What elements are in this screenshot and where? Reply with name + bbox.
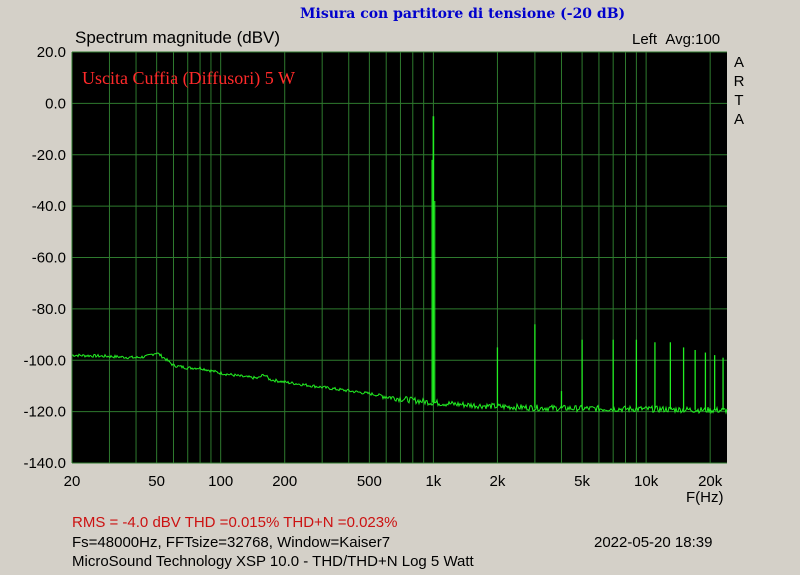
averaging-label: Avg:100 xyxy=(665,31,721,48)
x-tick-label: 20k xyxy=(698,473,723,490)
x-tick-label: 1k xyxy=(425,473,441,490)
device-description: MicroSound Technology XSP 10.0 - THD/THD… xyxy=(72,553,474,570)
arta-letter: A xyxy=(733,54,744,71)
y-tick-label: 20.0 xyxy=(37,44,66,61)
y-tick-label: -60.0 xyxy=(32,250,66,267)
x-tick-label: 10k xyxy=(634,473,659,490)
x-tick-label: 20 xyxy=(64,473,81,490)
y-axis-title: Spectrum magnitude (dBV) xyxy=(75,28,281,47)
arta-letter: T xyxy=(734,92,744,109)
measurements-readout: RMS = -4.0 dBV THD =0.015% THD+N =0.023% xyxy=(72,514,398,531)
x-axis-title: F(Hz) xyxy=(686,489,724,506)
y-tick-label: -140.0 xyxy=(23,455,66,472)
y-tick-label: -40.0 xyxy=(32,198,66,215)
arta-letter: A xyxy=(733,111,744,128)
y-tick-label: -120.0 xyxy=(23,404,66,421)
timestamp: 2022-05-20 18:39 xyxy=(594,534,713,551)
x-tick-label: 200 xyxy=(272,473,297,490)
x-tick-label: 500 xyxy=(357,473,382,490)
settings-readout: Fs=48000Hz, FFTsize=32768, Window=Kaiser… xyxy=(72,534,391,551)
y-axis-tick-labels: 20.0 0.0 -20.0 -40.0 -60.0 -80.0 -100.0 -120.0 -… xyxy=(23,44,66,472)
noise-floor-line xyxy=(71,352,728,415)
chart-title: Misura con partitore di tensione (-20 dB… xyxy=(300,6,626,22)
x-tick-label: 100 xyxy=(208,473,233,490)
x-tick-label: 50 xyxy=(148,473,165,490)
y-tick-label: 0.0 xyxy=(45,95,66,112)
arta-letter: R xyxy=(733,73,745,90)
channel-averaging-label: Left Avg:100 xyxy=(632,31,720,48)
y-tick-label: -100.0 xyxy=(23,352,66,369)
x-axis-tick-labels: 20 50 100 200 500 1k 2k 5k 10k 20k xyxy=(64,473,723,490)
x-tick-label: 5k xyxy=(574,473,590,490)
spectrum-trace xyxy=(71,116,728,415)
legend-text: Uscita Cuffia (Diffusori) 5 W xyxy=(82,68,295,88)
x-tick-label: 2k xyxy=(490,473,506,490)
y-tick-label: -80.0 xyxy=(32,301,66,318)
y-tick-label: -20.0 xyxy=(32,147,66,164)
channel-label: Left xyxy=(632,31,658,48)
